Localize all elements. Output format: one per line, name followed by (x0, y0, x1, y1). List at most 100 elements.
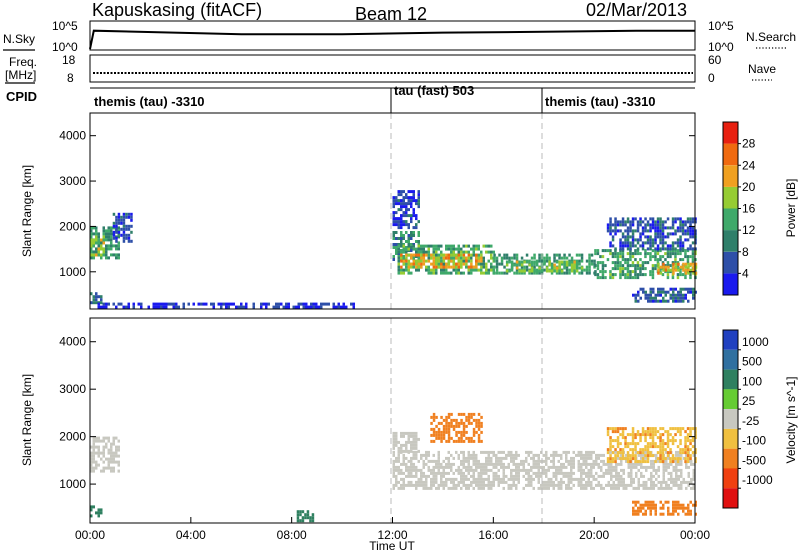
range-gate-cell (475, 244, 478, 248)
range-gate-cell (495, 471, 498, 475)
range-gate-cell (644, 217, 647, 221)
range-gate-cell (681, 220, 685, 224)
range-gate-cell (615, 474, 618, 478)
range-gate-cell (680, 462, 683, 466)
range-gate-cell (90, 460, 93, 464)
range-gate-cell (587, 474, 590, 478)
range-gate-cell (407, 244, 410, 248)
freq-label-bottom: [MHz] (5, 68, 36, 82)
range-gate-cell (655, 456, 658, 460)
range-gate-cell (272, 305, 275, 309)
range-gate-cell (665, 465, 668, 469)
range-gate-cell (417, 483, 420, 487)
range-gate-cell (130, 212, 133, 216)
range-gate-cell (585, 271, 589, 275)
range-gate-cell (651, 436, 655, 440)
range-gate-cell (420, 471, 423, 475)
range-gate-cell (605, 468, 608, 472)
range-gate-cell (422, 247, 425, 251)
range-gate-cell (684, 262, 688, 266)
range-gate-cell (634, 299, 637, 303)
range-gate-cell (670, 486, 673, 490)
range-gate-cell (462, 456, 465, 460)
power-y-tick-label: 1000 (59, 265, 86, 279)
range-gate-cell (670, 477, 673, 481)
range-gate-cell (475, 468, 478, 472)
range-gate-cell (435, 433, 438, 437)
range-gate-cell (621, 247, 625, 251)
velocity-y-tick-label: 1000 (59, 477, 86, 491)
range-gate-cell (402, 262, 406, 266)
range-gate-cell (315, 305, 318, 309)
range-gate-cell (637, 500, 640, 504)
range-gate-cell (447, 244, 450, 248)
velocity-colorbar-tick-label: -500 (742, 453, 766, 467)
range-gate-cell (217, 302, 220, 306)
range-gate-cell (92, 442, 95, 446)
range-gate-cell (102, 247, 105, 251)
range-gate-cell (160, 302, 163, 306)
range-gate-cell (620, 474, 623, 478)
range-gate-cell (602, 486, 605, 490)
range-gate-cell (435, 247, 438, 251)
range-gate-cell (455, 483, 458, 487)
range-gate-cell (621, 258, 625, 262)
range-gate-cell (415, 259, 418, 263)
range-gate-cell (689, 439, 692, 443)
range-gate-cell (666, 255, 670, 259)
range-gate-cell (629, 270, 632, 274)
range-gate-cell (412, 434, 415, 438)
range-gate-cell (634, 509, 637, 513)
range-gate-cell (407, 440, 410, 444)
range-gate-cell (497, 462, 500, 466)
range-gate-cell (674, 503, 677, 507)
range-gate-cell (115, 451, 118, 455)
range-gate-cell (612, 468, 615, 472)
range-gate-cell (547, 483, 550, 487)
range-gate-cell (679, 241, 682, 245)
range-gate-cell (460, 471, 463, 475)
range-gate-cell (644, 512, 647, 516)
range-gate-cell (437, 256, 441, 260)
range-gate-cell (90, 229, 93, 233)
range-gate-cell (455, 424, 458, 428)
range-gate-cell (595, 456, 598, 460)
range-gate-cell (676, 226, 680, 230)
range-gate-cell (285, 302, 288, 306)
range-gate-cell (422, 253, 426, 257)
range-gate-cell (402, 202, 405, 206)
range-gate-cell (442, 259, 446, 263)
range-gate-cell (395, 217, 398, 221)
range-gate-cell (624, 276, 627, 280)
range-gate-cell (510, 471, 513, 475)
range-gate-cell (689, 273, 692, 277)
range-gate-cell (649, 258, 652, 262)
range-gate-cell (662, 290, 665, 294)
range-gate-cell (430, 421, 433, 425)
range-gate-cell (615, 483, 618, 487)
range-gate-cell (675, 468, 678, 472)
range-gate-cell (130, 224, 133, 228)
range-gate-cell (525, 468, 528, 472)
range-gate-cell (646, 261, 650, 265)
range-gate-cell (596, 273, 600, 277)
range-gate-cell (304, 513, 307, 517)
range-gate-cell (641, 264, 645, 268)
range-gate-cell (649, 451, 652, 455)
range-gate-cell (652, 296, 655, 300)
range-gate-cell (452, 456, 455, 460)
range-gate-cell (604, 249, 607, 253)
range-gate-cell (656, 223, 660, 227)
range-gate-cell (669, 427, 672, 431)
range-gate-cell (455, 418, 458, 422)
range-gate-cell (437, 433, 441, 437)
range-gate-cell (296, 516, 300, 520)
range-gate-cell (634, 460, 637, 464)
range-gate-cell (440, 436, 443, 440)
range-gate-cell (626, 451, 630, 455)
range-gate-cell (675, 453, 678, 457)
range-gate-cell (680, 474, 683, 478)
range-gate-cell (417, 265, 421, 269)
range-gate-cell (467, 418, 471, 422)
range-gate-cell (540, 459, 543, 463)
